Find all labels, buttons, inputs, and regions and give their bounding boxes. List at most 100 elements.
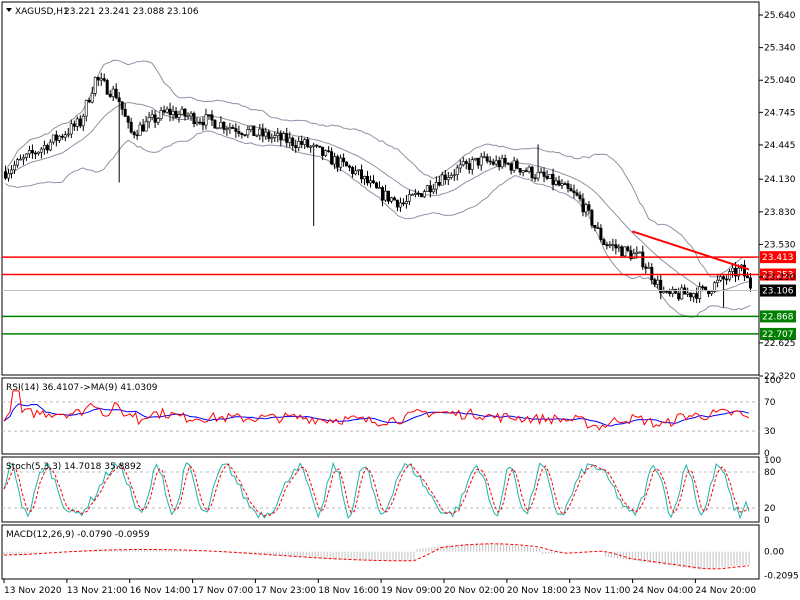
macd-title: MACD(12,26,9) -0.0790 -0.0959 bbox=[6, 530, 150, 540]
candle-body bbox=[389, 197, 393, 202]
time-tick-label: 20 Nov 18:00 bbox=[507, 586, 568, 596]
candle-body bbox=[213, 119, 217, 129]
candle-body bbox=[120, 101, 124, 110]
candle-body bbox=[662, 290, 666, 294]
candle-body bbox=[362, 176, 366, 180]
candle-body bbox=[270, 137, 274, 139]
candle-body bbox=[635, 252, 639, 254]
candle-body bbox=[605, 244, 609, 246]
candle-body bbox=[497, 160, 501, 168]
candle-body bbox=[24, 153, 28, 158]
candle-body bbox=[39, 148, 43, 153]
candle-body bbox=[710, 291, 714, 294]
candle-body bbox=[380, 187, 384, 201]
candle-body bbox=[527, 166, 531, 172]
candle-body bbox=[476, 157, 480, 166]
candle-body bbox=[629, 250, 633, 259]
stoch-tick-label: 80 bbox=[764, 468, 776, 478]
candle-body bbox=[488, 160, 492, 163]
candle-body bbox=[90, 93, 94, 103]
candle-body bbox=[321, 146, 325, 156]
candle-body bbox=[626, 246, 630, 251]
candle-body bbox=[719, 276, 723, 281]
candle-body bbox=[30, 150, 34, 154]
macd-signal-line bbox=[3, 543, 750, 570]
candle-body bbox=[198, 121, 202, 124]
candle-body bbox=[267, 131, 271, 139]
candle-body bbox=[219, 122, 223, 129]
candle-body bbox=[303, 139, 307, 145]
candle-body bbox=[60, 135, 64, 138]
rsi-title: RSI(14) 36.4107 bbox=[6, 383, 79, 393]
level-tag bbox=[760, 268, 796, 281]
candle-body bbox=[216, 127, 220, 130]
candle-body bbox=[745, 275, 749, 279]
time-tick-label: 18 Nov 16:00 bbox=[318, 586, 379, 596]
candle-body bbox=[458, 164, 462, 169]
candle-body bbox=[231, 127, 235, 129]
candle-body bbox=[632, 253, 636, 259]
rsi-tick-label: 0 bbox=[764, 449, 770, 459]
candle-body bbox=[243, 134, 247, 136]
candle-body bbox=[13, 164, 17, 171]
rsi-tick-label: 70 bbox=[764, 398, 776, 408]
candle-body bbox=[680, 287, 684, 300]
price-tick-label: 22.320 bbox=[764, 372, 796, 382]
candle-body bbox=[288, 137, 292, 143]
candle-body bbox=[440, 174, 444, 186]
candle-body bbox=[575, 192, 579, 196]
candle-body bbox=[404, 201, 408, 205]
candle-body bbox=[647, 266, 651, 269]
candle-body bbox=[102, 78, 106, 81]
stoch-tick-label: 100 bbox=[764, 456, 781, 466]
candle-body bbox=[656, 279, 660, 285]
candle-body bbox=[398, 202, 402, 208]
candle-body bbox=[491, 161, 495, 165]
candle-body bbox=[78, 118, 82, 127]
rsi-ma-line bbox=[3, 403, 750, 427]
candle-body bbox=[279, 133, 283, 141]
candle-body bbox=[542, 171, 546, 177]
candle-body bbox=[410, 194, 414, 196]
candle-body bbox=[129, 121, 133, 133]
candle-body bbox=[479, 156, 483, 166]
rsi-panel bbox=[1, 377, 760, 455]
candle-body bbox=[192, 113, 196, 124]
candle-body bbox=[449, 175, 453, 178]
candle-body bbox=[135, 134, 139, 137]
candle-body bbox=[348, 165, 352, 168]
candle-body bbox=[69, 123, 73, 135]
candle-body bbox=[282, 133, 286, 141]
candle-body bbox=[716, 279, 720, 284]
time-tick-label: 24 Nov 04:00 bbox=[633, 586, 694, 596]
candle-body bbox=[748, 277, 752, 289]
candle-body bbox=[659, 279, 663, 294]
candle-body bbox=[377, 187, 381, 189]
candle-body bbox=[530, 166, 534, 179]
candle-body bbox=[578, 194, 582, 200]
candle-body bbox=[674, 289, 678, 294]
candle-body bbox=[386, 190, 390, 202]
price-tick-label: 22.625 bbox=[764, 339, 796, 349]
candle-body bbox=[701, 286, 705, 289]
candle-body bbox=[485, 156, 489, 162]
candle-body bbox=[237, 131, 241, 134]
candle-body bbox=[590, 210, 594, 226]
dropdown-triangle-icon[interactable] bbox=[6, 8, 12, 12]
candle-body bbox=[482, 156, 486, 158]
level-tag-label: 22.707 bbox=[762, 330, 794, 340]
level-tag-label: 23.253 bbox=[762, 271, 794, 281]
price-tick-label: 24.130 bbox=[764, 175, 796, 185]
candle-body bbox=[255, 134, 259, 137]
candle-body bbox=[306, 139, 310, 148]
candle-body bbox=[18, 158, 22, 161]
candle-body bbox=[650, 266, 654, 280]
candle-body bbox=[560, 183, 564, 186]
time-tick-label: 17 Nov 23:00 bbox=[255, 586, 316, 596]
candle-body bbox=[677, 292, 681, 300]
last-price-tag bbox=[760, 284, 796, 297]
candle-body bbox=[258, 128, 262, 136]
candle-body bbox=[566, 183, 570, 189]
candle-body bbox=[249, 125, 253, 130]
